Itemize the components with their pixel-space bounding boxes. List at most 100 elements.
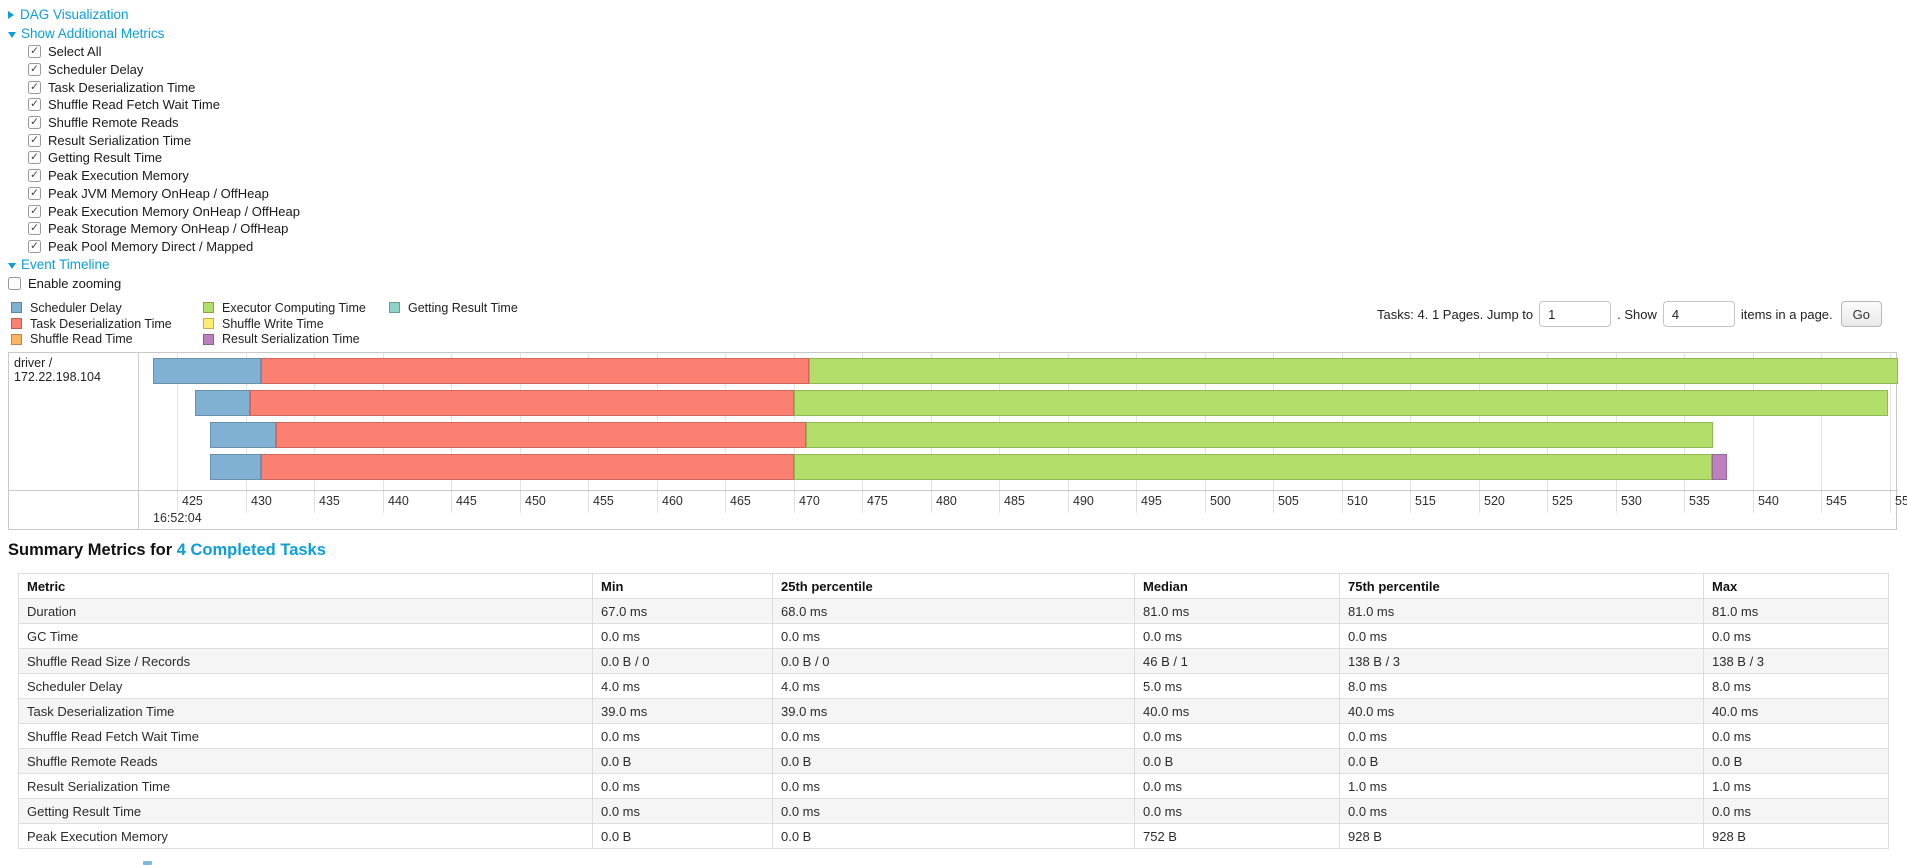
gridline (725, 353, 726, 490)
jump-to-page-input[interactable] (1539, 301, 1612, 327)
checkbox[interactable]: ✓ (28, 186, 41, 200)
axis-tick-label: 520 (1484, 494, 1505, 508)
next-section-clipped (143, 861, 152, 865)
metric-value-cell: 4.0 ms (592, 673, 773, 699)
task-bar-segment-scheduler-delay[interactable] (210, 454, 261, 480)
gridline (657, 353, 658, 490)
checkbox[interactable]: ✓ (28, 169, 41, 183)
items-in-page-text: items in a page. (1740, 306, 1833, 322)
table-row: Result Serialization Time 0.0 ms 0.0 ms 0.0… (18, 773, 1889, 799)
axis-tick-label: 450 (525, 494, 546, 508)
metric-value-cell: 928 B (1703, 823, 1889, 849)
metric-value-cell: 0.0 ms (1134, 723, 1340, 749)
event-timeline-label: Event Timeline (21, 257, 110, 273)
legend-swatch-shuffle-read-icon (11, 333, 22, 345)
checkbox[interactable]: ✓ (28, 222, 41, 236)
legend-label: Getting Result Time (408, 300, 518, 315)
completed-tasks-link[interactable]: 4 Completed Tasks (176, 541, 326, 559)
axis-tick (1616, 491, 1617, 513)
column-header: Metric (18, 573, 593, 599)
axis-tick (588, 491, 589, 513)
metric-value-cell: 138 B / 3 (1703, 648, 1889, 674)
gridline (1479, 353, 1480, 490)
task-bar-segment-deserialization[interactable] (260, 454, 794, 480)
axis-tick (1136, 491, 1137, 513)
checkbox[interactable]: ✓ (28, 80, 41, 94)
gridline (1342, 353, 1343, 490)
task-bar-segment-result-serialization[interactable] (1711, 454, 1727, 480)
metric-value-cell: 68.0 ms (772, 598, 1135, 624)
metric-value-cell: 0.0 B / 0 (772, 648, 1135, 674)
metric-value-cell: 752 B (1134, 823, 1340, 849)
legend-item: Getting Result Time (389, 300, 518, 316)
gridline (383, 353, 384, 490)
task-bar-segment-scheduler-delay[interactable] (195, 390, 250, 416)
axis-tick (1821, 491, 1822, 513)
show-additional-metrics-label: Show Additional Metrics (21, 26, 165, 41)
task-bar-segment-scheduler-delay[interactable] (210, 422, 276, 448)
task-bar-segment-executor-computing[interactable] (806, 422, 1714, 448)
task-bar-segment-executor-computing[interactable] (808, 358, 1898, 384)
column-header: 25th percentile (772, 573, 1135, 599)
checkbox-label: Peak Execution Memory OnHeap / OffHeap (48, 203, 300, 219)
items-per-page-input[interactable] (1662, 301, 1735, 327)
legend-label: Result Serialization Time (222, 332, 360, 347)
axis-tick-label: 460 (662, 494, 683, 508)
legend-pagination-band: Scheduler Delay Task Deserialization Time… (8, 300, 1899, 347)
legend-item: Shuffle Read Time (11, 332, 203, 348)
metric-checkbox-item: ✓ Result Serialization Time (28, 131, 300, 149)
legend-swatch-deserialization-icon (11, 318, 22, 330)
metric-value-cell: 40.0 ms (1339, 698, 1704, 724)
gridline (1136, 353, 1137, 490)
axis-tick (1479, 491, 1480, 513)
task-bar-segment-deserialization[interactable] (260, 358, 809, 384)
checkbox[interactable]: ✓ (28, 63, 41, 77)
dag-visualization-toggle[interactable]: DAG Visualization (8, 5, 300, 24)
metric-value-cell: 0.0 B / 0 (592, 648, 773, 674)
metric-value-cell: 0.0 ms (1703, 798, 1889, 824)
axis-tick (1684, 491, 1685, 513)
task-bar-segment-executor-computing[interactable] (793, 390, 1889, 416)
task-bar-segment-deserialization[interactable] (250, 390, 794, 416)
show-additional-metrics-toggle[interactable]: Show Additional Metrics (8, 24, 300, 43)
table-row: GC Time 0.0 ms 0.0 ms 0.0 ms 0.0 ms 0.0 ms (18, 623, 1889, 649)
metric-name-cell: Shuffle Read Fetch Wait Time (18, 723, 593, 749)
event-timeline-toggle[interactable]: Event Timeline (8, 255, 300, 274)
task-bar-segment-executor-computing[interactable] (793, 454, 1712, 480)
gridline (931, 353, 932, 490)
checkbox[interactable]: ✓ (28, 151, 41, 165)
axis-tick-label: 455 (593, 494, 614, 508)
checkbox-label: Shuffle Remote Reads (48, 115, 179, 131)
metric-value-cell: 39.0 ms (772, 698, 1135, 724)
task-bar-segment-deserialization[interactable] (276, 422, 807, 448)
axis-tick-label: 510 (1347, 494, 1368, 508)
axis-tick-label: 535 (1689, 494, 1710, 508)
axis-tick (1547, 491, 1548, 513)
axis-tick (314, 491, 315, 513)
checkbox[interactable]: ✓ (28, 45, 41, 59)
axis-tick (657, 491, 658, 513)
axis-tick-label: 525 (1552, 494, 1573, 508)
metric-value-cell: 0.0 ms (1134, 773, 1340, 799)
enable-zooming-label: Enable zooming (28, 275, 122, 291)
checkbox[interactable]: ✓ (28, 239, 41, 253)
checkbox[interactable]: ✓ (28, 98, 41, 112)
executor-label: driver / 172.22.198.104 (14, 356, 101, 384)
axis-tick-label: 465 (730, 494, 751, 508)
gridline (1410, 353, 1411, 490)
timeline-axis: 425 430 435 440 445 450 455 460 465 470 475 480 485 4… (9, 490, 1907, 530)
task-bar-segment-scheduler-delay[interactable] (152, 358, 261, 384)
metric-value-cell: 0.0 ms (772, 773, 1135, 799)
metric-checkbox-item: ✓ Getting Result Time (28, 149, 300, 167)
checkbox[interactable]: ✓ (28, 204, 41, 218)
checkbox-label: Getting Result Time (48, 150, 163, 166)
checkbox[interactable]: ✓ (28, 116, 41, 130)
axis-tick-label: 485 (1004, 494, 1025, 508)
metric-value-cell: 0.0 B (1703, 748, 1889, 774)
go-button[interactable]: Go (1840, 301, 1882, 327)
enable-zooming-checkbox[interactable] (8, 276, 21, 290)
metric-checkbox-item: ✓ Shuffle Read Fetch Wait Time (28, 96, 300, 114)
checkbox[interactable]: ✓ (28, 133, 41, 147)
axis-tick (931, 491, 932, 513)
legend-label: Executor Computing Time (222, 300, 366, 315)
